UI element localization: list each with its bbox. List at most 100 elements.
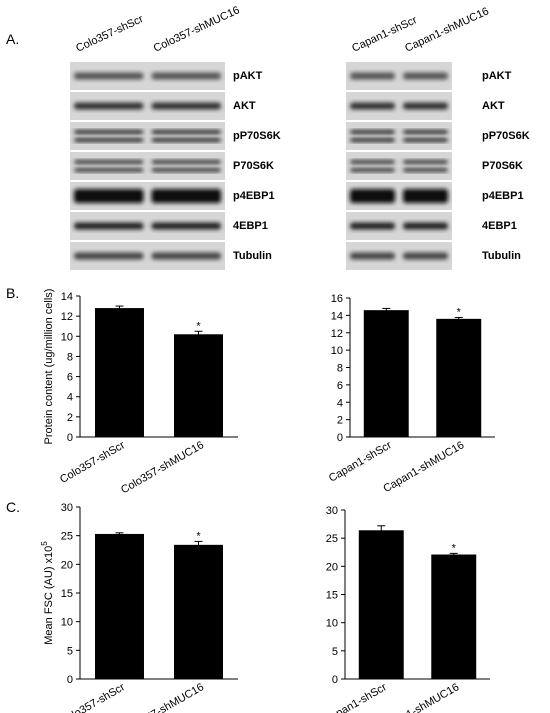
band bbox=[74, 222, 144, 230]
y-tick-label: 14 bbox=[331, 310, 343, 322]
panel-label: C. bbox=[6, 499, 20, 515]
y-tick-label: 0 bbox=[337, 432, 343, 444]
row-label: AKT bbox=[482, 100, 505, 112]
y-tick-label: 10 bbox=[331, 345, 343, 357]
row-label: AKT bbox=[233, 100, 256, 112]
y-tick-label: 15 bbox=[326, 590, 338, 602]
y-tick-label: 10 bbox=[61, 617, 73, 629]
significance-mark: * bbox=[452, 542, 457, 554]
y-tick-label: 14 bbox=[61, 291, 73, 303]
x-tick-label: Capan1-shMUC16 bbox=[376, 681, 461, 713]
band bbox=[151, 222, 221, 230]
row-label: pAKT bbox=[482, 70, 512, 82]
panel-label: B. bbox=[6, 285, 19, 301]
y-tick-label: 8 bbox=[67, 351, 73, 363]
lane-label: Colo357-shScr bbox=[74, 13, 145, 55]
x-tick-label: Colo357-shMUC16 bbox=[119, 439, 206, 496]
blot-strip bbox=[346, 122, 452, 150]
band bbox=[350, 72, 395, 80]
band bbox=[350, 160, 395, 164]
bar bbox=[436, 318, 482, 437]
y-tick-label: 6 bbox=[67, 372, 73, 384]
y-axis-label-text: Mean FSC (AU) x10 bbox=[43, 546, 55, 645]
y-axis-label: Protein content (ug/million cells) bbox=[43, 289, 55, 445]
band bbox=[403, 222, 448, 230]
band bbox=[151, 72, 221, 80]
y-tick-label: 6 bbox=[337, 380, 343, 392]
y-tick-label: 25 bbox=[61, 531, 73, 543]
y-axis-label-text: Protein content (ug/million cells) bbox=[43, 289, 55, 445]
y-tick-label: 16 bbox=[331, 293, 343, 305]
y-tick-label: 20 bbox=[61, 559, 73, 571]
y-tick-label: 30 bbox=[61, 502, 73, 514]
y-tick-label: 12 bbox=[331, 328, 343, 340]
y-tick-label: 0 bbox=[332, 674, 338, 686]
band bbox=[403, 130, 448, 134]
row-label: P70S6K bbox=[482, 160, 523, 172]
bar bbox=[174, 334, 223, 437]
row-label: P70S6K bbox=[233, 160, 274, 172]
band bbox=[403, 160, 448, 164]
band bbox=[403, 102, 448, 110]
band bbox=[350, 168, 395, 172]
row-label: Tubulin bbox=[233, 250, 272, 262]
y-tick-label: 12 bbox=[61, 311, 73, 323]
lane-label: Colo357-shMUC16 bbox=[152, 4, 242, 54]
bar bbox=[358, 530, 404, 679]
row-label: pP70S6K bbox=[233, 130, 281, 142]
band bbox=[151, 189, 221, 203]
band bbox=[403, 138, 448, 142]
y-tick-label: 2 bbox=[67, 412, 73, 424]
band bbox=[74, 138, 144, 142]
significance-mark: * bbox=[196, 320, 201, 332]
band bbox=[74, 102, 144, 110]
band bbox=[74, 72, 144, 80]
y-axis-label: Mean FSC (AU) x105 bbox=[40, 541, 55, 645]
blot-strip bbox=[70, 152, 225, 180]
band bbox=[74, 130, 144, 134]
y-tick-label: 15 bbox=[61, 588, 73, 600]
y-tick-label: 30 bbox=[326, 505, 338, 517]
y-tick-label: 20 bbox=[326, 561, 338, 573]
lane-label: Capan1-shMUC16 bbox=[403, 5, 491, 54]
blot-strip bbox=[346, 152, 452, 180]
band bbox=[74, 168, 144, 172]
band bbox=[151, 138, 221, 142]
band bbox=[74, 252, 144, 260]
band bbox=[350, 138, 395, 142]
y-tick-label: 10 bbox=[326, 618, 338, 630]
y-tick-label: 0 bbox=[67, 674, 73, 686]
band bbox=[350, 252, 395, 260]
band bbox=[350, 102, 395, 110]
band bbox=[74, 160, 144, 164]
band bbox=[350, 189, 395, 203]
band bbox=[403, 252, 448, 260]
y-tick-label: 4 bbox=[337, 397, 343, 409]
x-tick-label: Capan1-shMUC16 bbox=[381, 439, 466, 495]
blot-strip bbox=[70, 122, 225, 150]
bar bbox=[363, 310, 409, 437]
band bbox=[151, 160, 221, 164]
row-label: pAKT bbox=[233, 70, 263, 82]
significance-mark: * bbox=[457, 307, 462, 319]
band bbox=[74, 189, 144, 203]
band bbox=[151, 102, 221, 110]
y-tick-label: 0 bbox=[67, 432, 73, 444]
band bbox=[350, 130, 395, 134]
x-tick-label: Colo357-shScr bbox=[58, 439, 127, 486]
band bbox=[403, 189, 448, 203]
y-tick-label: 4 bbox=[67, 392, 73, 404]
row-label: pP70S6K bbox=[482, 130, 530, 142]
y-tick-label: 5 bbox=[332, 646, 338, 658]
x-tick-label: Colo357-shMUC16 bbox=[119, 681, 206, 713]
row-label: p4EBP1 bbox=[233, 190, 275, 202]
y-tick-label: 10 bbox=[61, 331, 73, 343]
y-tick-label: 8 bbox=[337, 363, 343, 375]
band bbox=[403, 72, 448, 80]
y-tick-label: 25 bbox=[326, 533, 338, 545]
bar bbox=[431, 554, 477, 679]
row-label: Tubulin bbox=[482, 250, 521, 262]
row-label: p4EBP1 bbox=[482, 190, 524, 202]
y-tick-label: 5 bbox=[67, 645, 73, 657]
